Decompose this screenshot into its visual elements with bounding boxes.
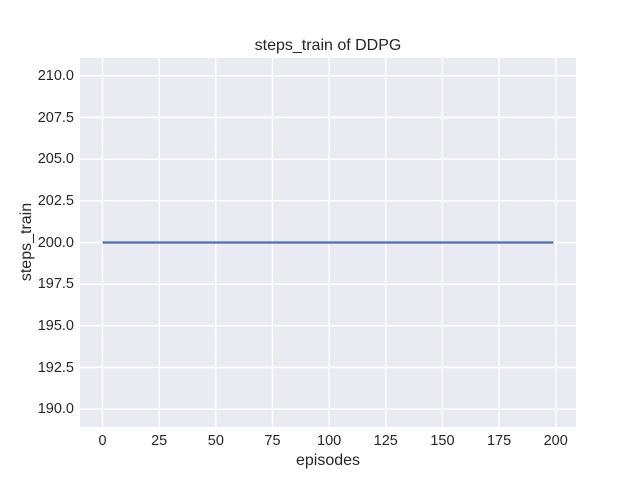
x-tick-label: 25 (151, 433, 168, 449)
y-tick-label: 207.5 (37, 109, 74, 126)
chart-title: steps_train of DDPG (254, 37, 402, 54)
x-tick-label: 200 (543, 433, 568, 449)
y-tick-label: 210.0 (37, 67, 74, 84)
y-tick-label: 202.5 (37, 192, 74, 209)
x-tick-label: 175 (486, 433, 512, 449)
y-tick-label: 205.0 (37, 151, 74, 168)
y-tick-label: 200.0 (37, 234, 74, 251)
y-tick-label: 195.0 (37, 317, 74, 334)
x-tick-label: 100 (317, 433, 342, 449)
y-tick-label: 197.5 (37, 276, 74, 293)
plot-area (80, 58, 576, 427)
x-tick-label: 75 (264, 433, 281, 449)
x-tick-label: 50 (207, 433, 224, 449)
x-tick-label: 0 (98, 433, 107, 449)
x-tick-label: 125 (373, 433, 398, 449)
y-tick-label: 190.0 (37, 401, 74, 418)
y-tick-label: 192.5 (37, 359, 74, 376)
x-tick-label: 150 (430, 433, 455, 449)
x-axis-label: episodes (295, 452, 361, 469)
plot-canvas (80, 58, 576, 427)
